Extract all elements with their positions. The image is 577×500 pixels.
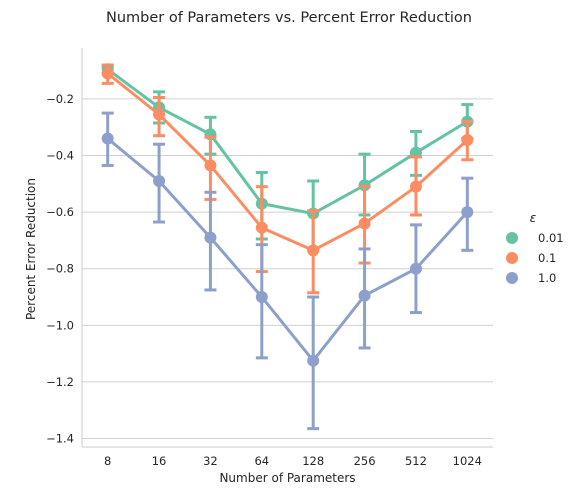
legend: ε 0.01 0.1 1.0 bbox=[506, 211, 564, 285]
data-point bbox=[153, 175, 165, 187]
x-tick-label: 128 bbox=[302, 454, 324, 468]
series-layer bbox=[102, 63, 474, 428]
data-point bbox=[410, 263, 422, 275]
x-axis-label: Number of Parameters bbox=[219, 471, 355, 485]
x-tick-label: 256 bbox=[354, 454, 376, 468]
grid-layer bbox=[82, 99, 493, 439]
data-point bbox=[461, 206, 473, 218]
legend-marker bbox=[506, 232, 518, 244]
y-tick-label: −0.2 bbox=[46, 92, 74, 106]
y-tick-label: −1.0 bbox=[46, 318, 74, 332]
data-point bbox=[359, 290, 371, 302]
y-tick-label: −0.6 bbox=[46, 205, 74, 219]
legend-label: 1.0 bbox=[538, 271, 556, 285]
x-tick-label: 8 bbox=[104, 454, 111, 468]
x-tick-label: 32 bbox=[203, 454, 218, 468]
data-point bbox=[256, 222, 268, 234]
data-point bbox=[204, 159, 216, 171]
legend-label: 0.01 bbox=[538, 231, 564, 245]
legend-marker bbox=[506, 272, 518, 284]
data-point bbox=[256, 291, 268, 303]
data-point bbox=[461, 134, 473, 146]
data-point bbox=[102, 133, 114, 145]
x-tick-label: 1024 bbox=[453, 454, 482, 468]
x-tick-label: 64 bbox=[254, 454, 269, 468]
y-axis-label: Percent Error Reduction bbox=[24, 178, 38, 320]
data-point bbox=[307, 355, 319, 367]
data-point bbox=[102, 67, 114, 79]
data-point bbox=[204, 232, 216, 244]
legend-label: 0.1 bbox=[538, 251, 556, 265]
y-tick-label: −0.4 bbox=[46, 149, 74, 163]
y-tick-label: −0.8 bbox=[46, 262, 74, 276]
data-point bbox=[153, 109, 165, 121]
data-point bbox=[359, 217, 371, 229]
data-point bbox=[410, 181, 422, 193]
legend-title: ε bbox=[530, 211, 537, 225]
y-tick-label: −1.2 bbox=[46, 375, 74, 389]
x-tick-label: 512 bbox=[405, 454, 427, 468]
legend-marker bbox=[506, 252, 518, 264]
x-tick-label: 16 bbox=[152, 454, 167, 468]
series-line bbox=[108, 139, 468, 361]
series-1.0 bbox=[102, 113, 474, 429]
data-point bbox=[307, 244, 319, 256]
chart-title: Number of Parameters vs. Percent Error R… bbox=[106, 10, 472, 26]
y-tick-label: −1.4 bbox=[46, 432, 74, 446]
